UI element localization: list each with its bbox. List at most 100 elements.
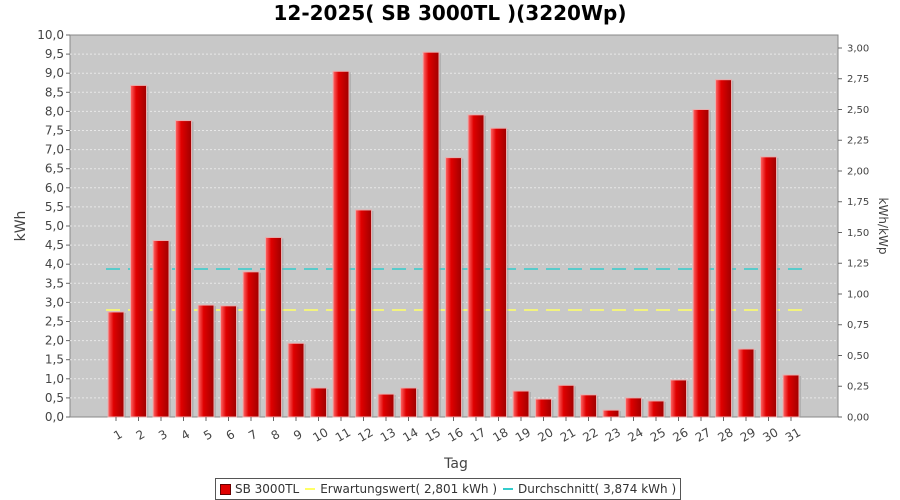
legend-swatch-expected — [305, 488, 316, 490]
x-tick-label: 1 — [111, 427, 125, 443]
bar — [310, 387, 327, 418]
x-tick-label: 31 — [783, 425, 803, 445]
y-tick-label: 4,0 — [45, 257, 64, 271]
x-tick-label: 16 — [445, 425, 465, 445]
bar — [422, 51, 440, 418]
bar — [220, 305, 237, 418]
legend-label-series: SB 3000TL — [235, 482, 300, 496]
y-tick-label: 4,5 — [45, 238, 64, 252]
bar — [332, 70, 350, 418]
y2-tick-label: 0,75 — [847, 320, 869, 331]
bar — [242, 271, 260, 418]
y2-tick-label: 2,75 — [847, 74, 869, 85]
bar — [760, 156, 777, 418]
y-tick-label: 10,0 — [37, 28, 64, 42]
legend-swatch-bar — [220, 483, 231, 495]
y-tick-label: 8,5 — [45, 85, 64, 99]
x-tick-label: 19 — [513, 425, 533, 445]
x-tick-label: 10 — [310, 425, 330, 445]
x-tick-label: 5 — [201, 427, 215, 443]
legend-swatch-average — [503, 488, 514, 490]
y-tick-label: 3,5 — [45, 276, 64, 290]
x-tick-label: 23 — [603, 425, 623, 445]
y-tick-label: 2,5 — [45, 315, 64, 329]
x-tick-label: 15 — [423, 425, 443, 445]
bar — [692, 108, 710, 418]
y2-tick-label: 2,00 — [847, 166, 869, 177]
bar — [265, 236, 282, 418]
bar — [737, 348, 755, 418]
y2-tick-label: 3,00 — [847, 43, 869, 54]
x-tick-label: 3 — [156, 427, 170, 443]
x-tick-label: 7 — [246, 427, 260, 443]
y2-tick-label: 1,25 — [847, 259, 869, 270]
x-tick-label: 25 — [648, 425, 668, 445]
x-tick-label: 28 — [715, 425, 735, 445]
y-tick-label: 0,5 — [45, 391, 64, 405]
bars — [107, 51, 801, 418]
bar — [355, 209, 372, 418]
y-tick-label: 0,0 — [45, 410, 64, 424]
bar — [400, 387, 417, 418]
y2-tick-label: 2,25 — [847, 136, 869, 147]
y2-tick-label: 0,50 — [847, 351, 869, 362]
y-tick-label: 3,0 — [45, 295, 64, 309]
bar — [580, 394, 597, 418]
x-tick-label: 20 — [535, 425, 555, 445]
bar — [512, 390, 530, 418]
bar — [377, 393, 395, 418]
y2-tick-label: 1,50 — [847, 228, 869, 239]
x-tick-label: 6 — [224, 427, 238, 443]
y-axis-ticks: 0,0 0,5 1,0 1,5 2,0 2,5 3,0 3,5 4,0 4,5 5,0 5,5 6,0 6… — [37, 28, 70, 424]
x-tick-label: 2 — [134, 427, 148, 443]
y-axis-label: kWh — [13, 211, 29, 242]
legend: SB 3000TL Erwartungswert( 2,801 kWh ) Du… — [215, 478, 682, 500]
y-tick-label: 7,0 — [45, 143, 64, 157]
bar — [107, 311, 125, 418]
bar — [670, 379, 687, 418]
legend-item-expected: Erwartungswert( 2,801 kWh ) — [305, 482, 497, 496]
bar — [197, 304, 215, 418]
y-tick-label: 1,0 — [45, 372, 64, 386]
y2-axis-ticks: 0,00 0,25 0,50 0,75 1,00 1,25 1,50 1,75 2,00 2,25… — [838, 43, 869, 424]
y-tick-label: 9,5 — [45, 47, 64, 61]
y2-tick-label: 0,00 — [847, 413, 869, 424]
legend-item-average: Durchschnitt( 3,874 kWh ) — [503, 482, 676, 496]
legend-label-average: Durchschnitt( 3,874 kWh ) — [518, 482, 677, 496]
y-tick-label: 1,5 — [45, 353, 64, 367]
x-tick-label: 14 — [400, 425, 420, 445]
bar — [130, 84, 147, 418]
x-tick-label: 29 — [738, 425, 758, 445]
x-axis-ticks: 1 2 3 4 5 6 7 8 9 10 11 12 13 14 15 16 17 18 19 20 21 22 23 24 2… — [111, 417, 803, 445]
legend-item-series: SB 3000TL — [220, 482, 299, 496]
y-tick-label: 5,5 — [45, 200, 64, 214]
y2-tick-label: 1,00 — [847, 289, 869, 300]
x-tick-label: 12 — [355, 425, 375, 445]
x-tick-label: 18 — [490, 425, 510, 445]
y2-tick-label: 1,75 — [847, 197, 869, 208]
y2-axis-label: kWh/kWp — [876, 198, 890, 255]
y-tick-label: 9,0 — [45, 66, 64, 80]
bar — [287, 342, 305, 418]
y-tick-label: 6,5 — [45, 162, 64, 176]
legend-label-expected: Erwartungswert( 2,801 kWh ) — [320, 482, 498, 496]
bar — [152, 240, 170, 418]
x-tick-label: 8 — [269, 427, 283, 443]
y2-tick-label: 2,50 — [847, 105, 869, 116]
y2-tick-label: 0,25 — [847, 382, 869, 393]
x-tick-label: 30 — [760, 425, 780, 445]
x-tick-label: 24 — [625, 425, 645, 445]
bar — [445, 157, 462, 418]
x-tick-label: 4 — [179, 427, 193, 443]
x-tick-label: 13 — [378, 425, 398, 445]
y-tick-label: 6,0 — [45, 181, 64, 195]
x-tick-label: 22 — [580, 425, 600, 445]
bar — [535, 398, 552, 418]
x-tick-label: 17 — [468, 425, 488, 445]
bar — [782, 374, 800, 418]
y-tick-label: 8,0 — [45, 104, 64, 118]
x-tick-label: 21 — [558, 425, 578, 445]
bar — [602, 409, 620, 418]
x-tick-label: 9 — [291, 427, 305, 443]
